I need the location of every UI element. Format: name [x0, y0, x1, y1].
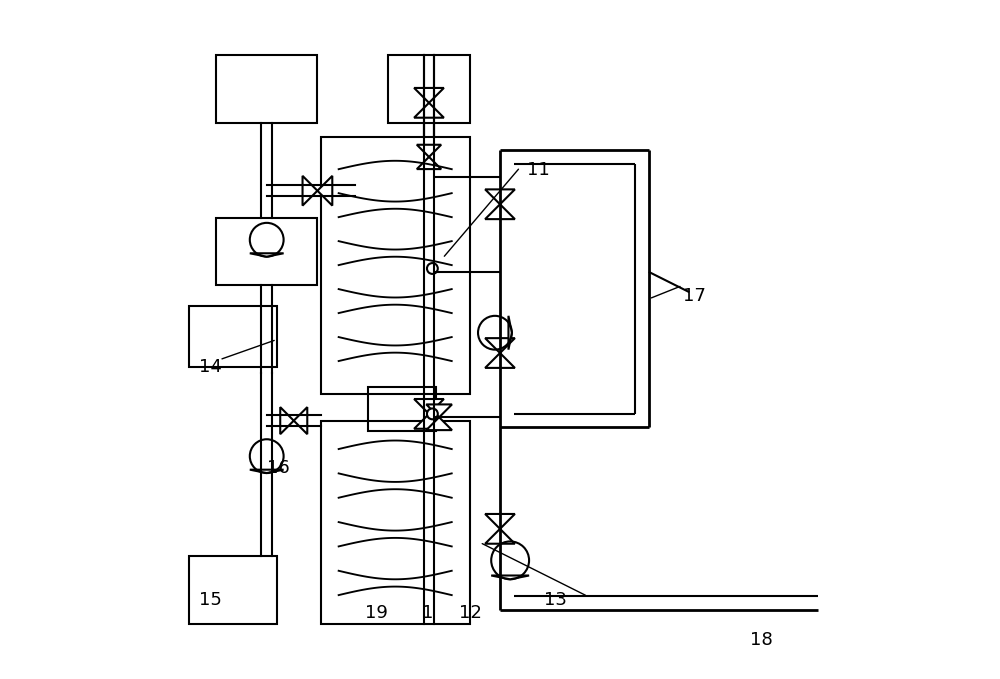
Polygon shape	[485, 338, 515, 353]
Bar	[216, 56, 317, 123]
Text: 16: 16	[267, 459, 289, 477]
Polygon shape	[414, 399, 444, 414]
Polygon shape	[317, 176, 332, 206]
Polygon shape	[250, 470, 284, 473]
Text: 15: 15	[199, 591, 222, 609]
Text: 17: 17	[683, 287, 705, 305]
Polygon shape	[426, 418, 452, 430]
Polygon shape	[508, 316, 512, 350]
Polygon shape	[485, 514, 515, 529]
Polygon shape	[414, 414, 444, 428]
Text: 13: 13	[544, 591, 567, 609]
Polygon shape	[280, 407, 294, 434]
Bar	[189, 306, 277, 367]
Polygon shape	[485, 353, 515, 368]
Polygon shape	[414, 103, 444, 117]
Polygon shape	[417, 145, 441, 157]
Bar	[321, 421, 470, 623]
Text: 1: 1	[422, 604, 434, 623]
Bar	[189, 556, 277, 623]
Polygon shape	[491, 576, 529, 579]
Polygon shape	[250, 253, 284, 257]
Polygon shape	[485, 189, 515, 204]
Polygon shape	[303, 176, 317, 206]
Polygon shape	[294, 407, 307, 434]
Polygon shape	[426, 405, 452, 418]
Text: 11: 11	[527, 162, 550, 179]
Circle shape	[427, 263, 438, 274]
Text: 19: 19	[365, 604, 388, 623]
Polygon shape	[414, 88, 444, 103]
Bar	[321, 136, 470, 394]
Polygon shape	[485, 204, 515, 219]
Bar	[216, 218, 317, 285]
Bar	[388, 56, 470, 123]
Text: 14: 14	[199, 358, 222, 375]
Polygon shape	[485, 529, 515, 544]
Circle shape	[427, 409, 438, 420]
Text: 18: 18	[750, 631, 773, 649]
Text: 12: 12	[459, 604, 482, 623]
Polygon shape	[417, 157, 441, 169]
Bar	[368, 387, 436, 430]
